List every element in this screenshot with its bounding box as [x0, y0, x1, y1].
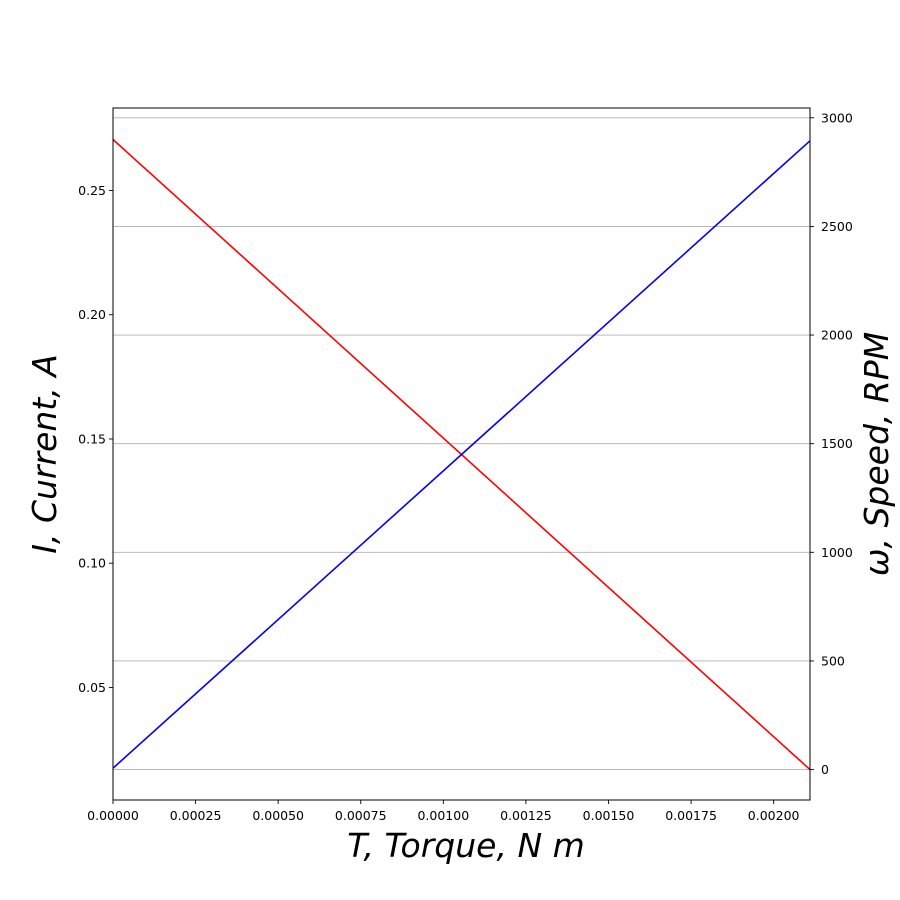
- x-tick-label: 0.00100: [417, 808, 469, 823]
- right-y-tick-label: 0: [821, 762, 829, 777]
- grid: [113, 117, 810, 771]
- x-tick-label: 0.00125: [500, 808, 552, 823]
- x-tick-label: 0.00200: [748, 808, 800, 823]
- right-y-tick-label: 2000: [821, 328, 853, 343]
- left-y-axis-title: I, Current, A: [25, 354, 64, 554]
- right-y-tick-label: 500: [821, 653, 845, 668]
- left-y-tick-label: 0.20: [78, 307, 106, 322]
- right-y-tick-label: 2500: [821, 219, 853, 234]
- x-tick-label: 0.00050: [252, 808, 304, 823]
- left-y-tick-label: 0.15: [78, 431, 106, 446]
- x-axis-ticks: 0.00000 0.00025 0.00050 0.00075 0.00100 0.001…: [87, 800, 800, 823]
- plot-frame: [112, 107, 811, 801]
- right-y-tick-label: 1500: [821, 436, 853, 451]
- left-y-tick-label: 0.05: [78, 680, 106, 695]
- right-y-tick-label: 3000: [821, 110, 853, 125]
- right-y-axis-ticks: 0 500 1000 1500 2000 2500 3000: [810, 110, 853, 777]
- x-tick-label: 0.00025: [170, 808, 222, 823]
- right-y-axis-title: ω, Speed, RPM: [857, 332, 896, 576]
- left-y-axis-ticks: 0.05 0.10 0.15 0.20 0.25: [78, 183, 113, 695]
- x-tick-label: 0.00150: [583, 808, 635, 823]
- left-y-tick-label: 0.25: [78, 183, 106, 198]
- x-tick-label: 0.00000: [87, 808, 139, 823]
- right-y-tick-label: 1000: [821, 545, 853, 560]
- x-tick-label: 0.00075: [335, 808, 387, 823]
- series-line-current: [112, 140, 811, 769]
- x-axis-title: T, Torque, N m: [347, 826, 585, 865]
- left-y-tick-label: 0.10: [78, 556, 106, 571]
- x-tick-label: 0.00175: [665, 808, 717, 823]
- series-group: [112, 138, 811, 771]
